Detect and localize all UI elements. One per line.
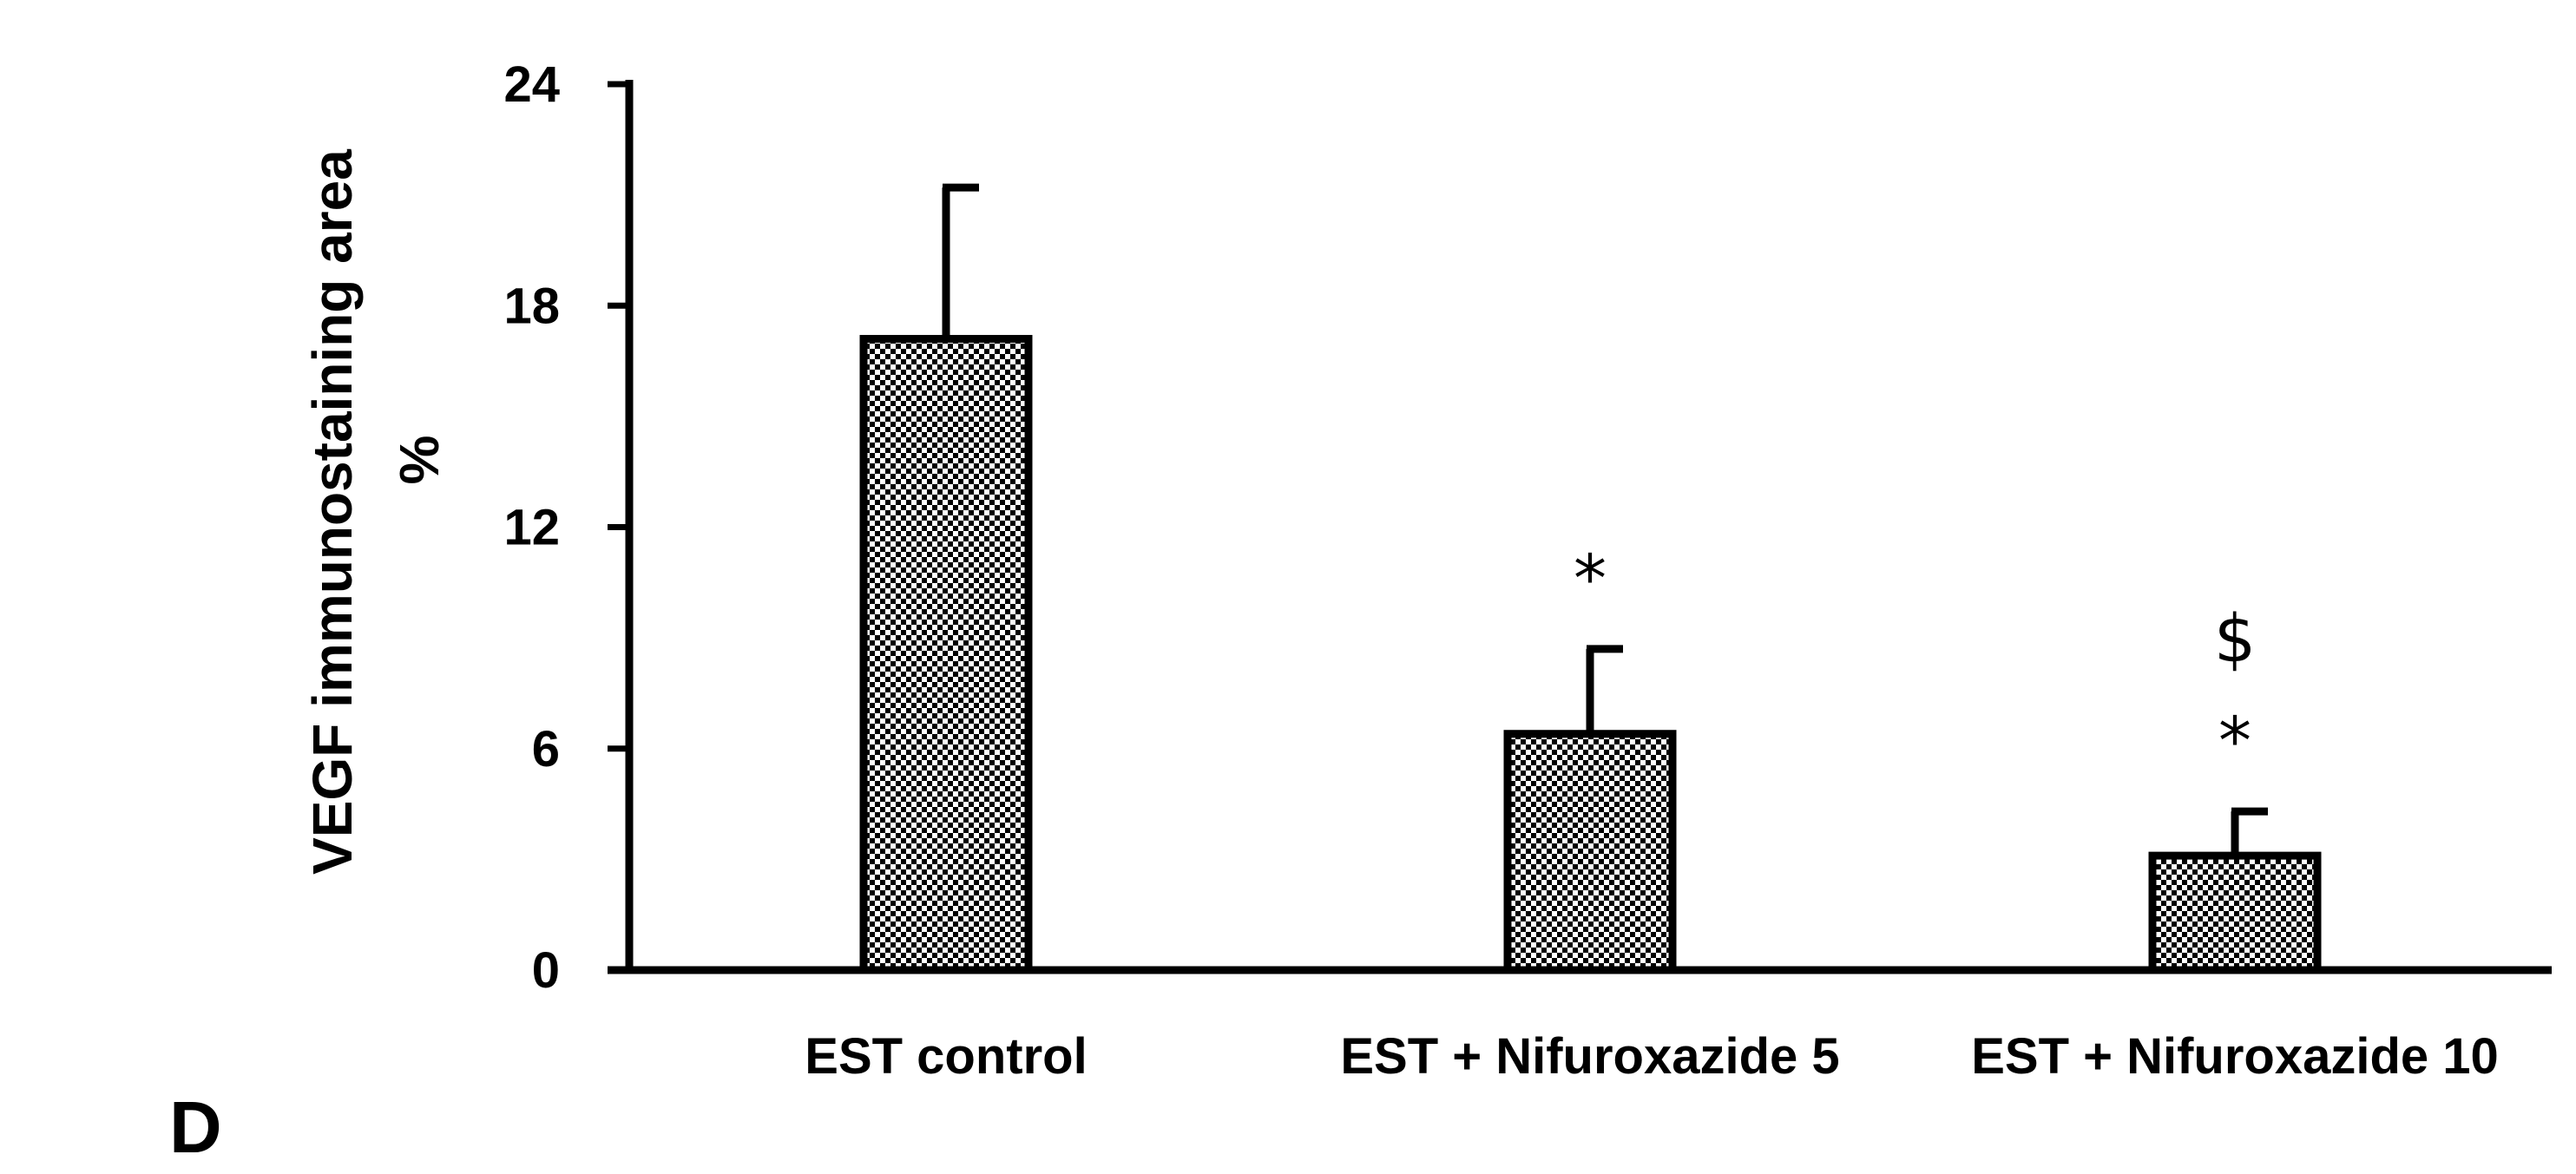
- x-category-label: EST + Nifuroxazide 5: [1340, 1028, 1839, 1085]
- y-tick-label: 18: [503, 278, 560, 334]
- x-category-label: EST control: [805, 1028, 1087, 1085]
- y-tick-label: 6: [532, 721, 560, 777]
- x-category-labels: EST control EST + Nifuroxazide 5 EST + Nif…: [805, 1028, 2499, 1085]
- bar: [1503, 730, 1677, 974]
- y-tick-label: 0: [532, 942, 560, 999]
- bar: [2148, 851, 2322, 974]
- y-tick-label: 24: [503, 56, 560, 113]
- y-ticks: 0 6 12 18 24: [503, 56, 629, 999]
- significance-mark: *: [1574, 540, 1607, 617]
- y-tick-label: 12: [503, 500, 560, 556]
- bars: [859, 183, 2322, 974]
- significance-mark: *: [2218, 702, 2251, 779]
- y-axis-title: VEGF immunostaining area %: [301, 149, 450, 875]
- panel-label: D: [169, 1086, 222, 1168]
- y-axis-title-line1: VEGF immunostaining area: [301, 149, 364, 875]
- bar: [859, 335, 1033, 974]
- significance-mark: $: [2214, 600, 2256, 677]
- significance-annotations: * $ *: [1574, 540, 2256, 779]
- y-axis-title-line2: %: [388, 436, 450, 485]
- x-category-label: EST + Nifuroxazide 10: [1971, 1028, 2499, 1085]
